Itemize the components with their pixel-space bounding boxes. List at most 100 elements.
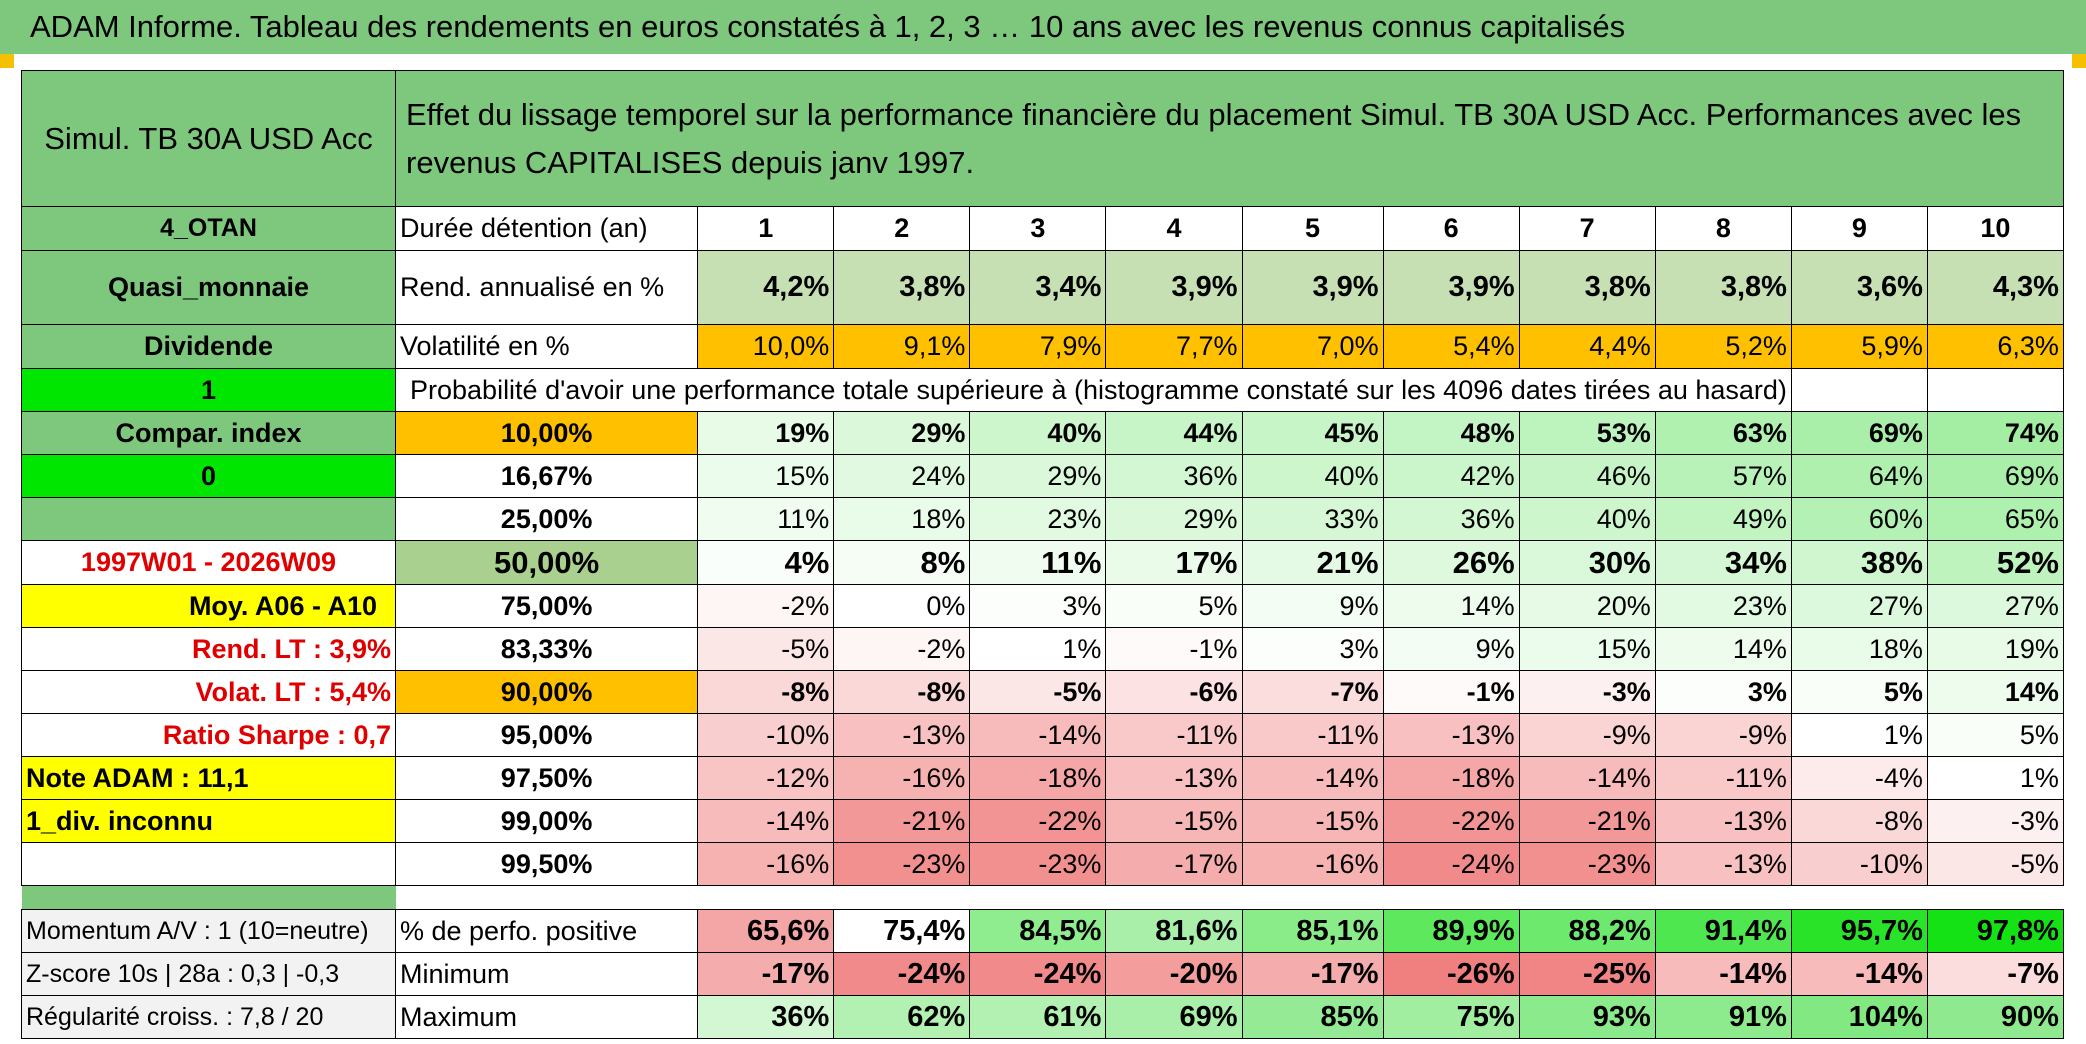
- sharpe: Ratio Sharpe : 0,7: [21, 713, 396, 757]
- fund-name: Simul. TB 30A USD Acc: [21, 70, 396, 207]
- quantile-label: 25,00%: [394, 497, 699, 541]
- rend-value: 3,8%: [833, 250, 971, 325]
- year-header: 10: [1926, 206, 2064, 251]
- quantile-value: 29%: [1105, 497, 1243, 541]
- max-value: 75%: [1382, 995, 1520, 1039]
- quantile-value: 1%: [969, 627, 1107, 671]
- min-value: -25%: [1518, 952, 1656, 996]
- quantile-value: 3%: [969, 584, 1107, 628]
- quantile-value: -12%: [697, 756, 835, 800]
- minimum-row: Z-score 10s | 28a : 0,3 | -0,3 Minimum -17…: [21, 952, 2064, 996]
- gap-right: [396, 886, 2064, 910]
- rend-value: 3,8%: [1518, 250, 1656, 325]
- quantile-value: -24%: [1382, 842, 1520, 886]
- quantile-value: 20%: [1518, 584, 1656, 628]
- quantile-value: 3%: [1654, 670, 1792, 714]
- quantile-value: -1%: [1105, 627, 1243, 671]
- quantile-value: 8%: [833, 540, 971, 585]
- quantile-value: 24%: [833, 454, 971, 498]
- quantile-value: 52%: [1926, 540, 2064, 585]
- quantile-value: 29%: [833, 411, 971, 455]
- quantile-value: 1%: [1926, 756, 2064, 800]
- regularite: Régularité croiss. : 7,8 / 20: [21, 995, 396, 1039]
- quantile-value: 23%: [1654, 584, 1792, 628]
- table-header-row: Simul. TB 30A USD Acc Effet du lissage t…: [21, 70, 2064, 207]
- quantile-value: -16%: [1241, 842, 1384, 886]
- year-header: 5: [1241, 206, 1384, 251]
- quantile-value: 14%: [1926, 670, 2064, 714]
- quantile-row: Rend. LT : 3,9% 83,33% -5% -2% 1% -1% 3% 9% 15% 1…: [21, 627, 2064, 671]
- quantile-value: -8%: [697, 670, 835, 714]
- quantile-value: 9%: [1382, 627, 1520, 671]
- quantile-value: -16%: [697, 842, 835, 886]
- min-label: Minimum: [394, 952, 699, 996]
- quantile-value: -11%: [1654, 756, 1792, 800]
- positive-row: Momentum A/V : 1 (10=neutre)% de perfo. …: [21, 909, 2064, 953]
- quantile-value: 40%: [1241, 454, 1384, 498]
- quantile-value: 29%: [969, 454, 1107, 498]
- year-header: 4: [1105, 206, 1243, 251]
- quantile-value: -1%: [1382, 670, 1520, 714]
- quantile-value: 15%: [697, 454, 835, 498]
- quantile-value: 11%: [969, 540, 1107, 585]
- category-label: Quasi_monnaie: [21, 250, 396, 325]
- avg-label: Moy. A06 - A10: [21, 584, 396, 628]
- quantile-value: 14%: [1654, 627, 1792, 671]
- max-value: 36%: [697, 995, 835, 1039]
- year-header: 7: [1518, 206, 1656, 251]
- quantile-value: 38%: [1790, 540, 1928, 585]
- quantile-value: 40%: [969, 411, 1107, 455]
- quantile-value: 11%: [697, 497, 835, 541]
- quantile-value: 19%: [1926, 627, 2064, 671]
- quantile-value: 5%: [1105, 584, 1243, 628]
- prob-label: Probabilité d'avoir une performance tota…: [395, 368, 1792, 412]
- quantile-value: 45%: [1241, 411, 1384, 455]
- rend-value: 3,4%: [969, 250, 1107, 325]
- quantile-value: -13%: [1654, 842, 1792, 886]
- quantile-value: -23%: [833, 842, 971, 886]
- maximum-row: Régularité croiss. : 7,8 / 20 Maximum 36% 6…: [21, 995, 2064, 1039]
- quantile-value: 18%: [1790, 627, 1928, 671]
- max-value: 69%: [1105, 995, 1243, 1039]
- quantile-label: 99,00%: [394, 799, 699, 843]
- vol-label: Volatilité en %: [394, 324, 699, 369]
- vol-row: Dividende Volatilité en % 10,0% 9,1% 7,9% 7,7…: [21, 324, 2064, 369]
- vol-value: 5,2%: [1654, 324, 1792, 369]
- momentum: Momentum A/V : 1 (10=neutre): [21, 909, 396, 953]
- quantile-value: -11%: [1105, 713, 1243, 757]
- empty-cell: [21, 842, 396, 886]
- quantile-value: 5%: [1926, 713, 2064, 757]
- quantile-value: 53%: [1518, 411, 1656, 455]
- quantile-value: -10%: [1790, 842, 1928, 886]
- max-value: 85%: [1241, 995, 1384, 1039]
- min-value: -24%: [969, 952, 1107, 996]
- empty-cell: [1926, 368, 2064, 412]
- vol-value: 6,3%: [1926, 324, 2064, 369]
- quantile-value: 36%: [1382, 497, 1520, 541]
- quantile-label: 83,33%: [394, 627, 699, 671]
- quantile-value: -10%: [697, 713, 835, 757]
- quantile-value: -5%: [1926, 842, 2064, 886]
- vol-value: 7,7%: [1105, 324, 1243, 369]
- quantile-value: 27%: [1926, 584, 2064, 628]
- quantile-value: -9%: [1654, 713, 1792, 757]
- vol-value: 5,9%: [1790, 324, 1928, 369]
- rend-value: 4,2%: [697, 250, 835, 325]
- pos-value: 81,6%: [1105, 909, 1243, 953]
- vol-value: 10,0%: [697, 324, 835, 369]
- vol-value: 4,4%: [1518, 324, 1656, 369]
- rend-lt: Rend. LT : 3,9%: [21, 627, 396, 671]
- quantile-value: 46%: [1518, 454, 1656, 498]
- quantile-value: -8%: [833, 670, 971, 714]
- quantile-value: -21%: [1518, 799, 1656, 843]
- quantile-value: 69%: [1790, 411, 1928, 455]
- quantile-value: -7%: [1241, 670, 1384, 714]
- min-value: -17%: [1241, 952, 1384, 996]
- quantile-value: -15%: [1105, 799, 1243, 843]
- rend-value: 3,9%: [1382, 250, 1520, 325]
- vol-value: 7,0%: [1241, 324, 1384, 369]
- quantile-label: 10,00%: [394, 411, 699, 455]
- quantile-value: -16%: [833, 756, 971, 800]
- gap-row: [21, 885, 2064, 910]
- quantile-value: 21%: [1241, 540, 1384, 585]
